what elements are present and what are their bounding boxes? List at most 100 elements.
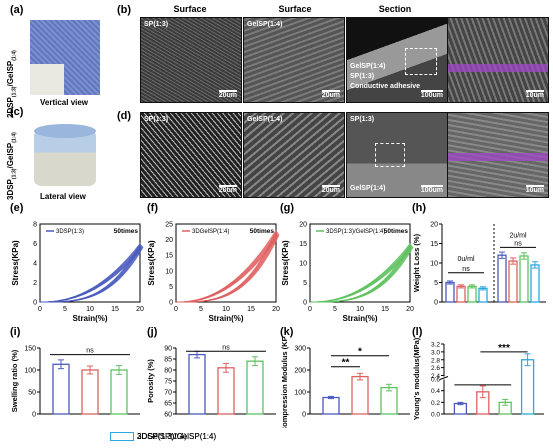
y-tick-label: 0.2 (431, 400, 440, 407)
y-axis-label: Stress(KPa) (147, 240, 156, 286)
bar (217, 367, 235, 415)
legend-label-red: 3DGelSP(1:4) (137, 432, 187, 441)
hysteresis-loop (178, 234, 280, 303)
y-tick-label: 15 (299, 241, 307, 248)
legend-label-green: 3DSP(1:3)/GelSP(1:4) (137, 432, 217, 441)
sem-b3-scale: 100um (420, 90, 444, 99)
panel-c-label: (c) (10, 106, 24, 118)
y-tick-label: 70 (164, 390, 172, 397)
bar (351, 375, 369, 415)
chart-j: Porosity (%) 60 65 70 75 80 85 90 ns (146, 344, 276, 419)
sem-d3: SP(1:3) GelSP(1:4) 100um (346, 112, 448, 198)
hysteresis-loop (311, 244, 412, 303)
x-tick-label: 10 (222, 306, 230, 313)
cycle-annotation: 50times (114, 228, 139, 235)
sem-b2: GelSP(1:4) 20um (243, 17, 345, 103)
x-tick-label: 10 (86, 306, 94, 313)
hysteresis-loop (312, 246, 413, 303)
series-label: 3DSP(1:3)/GelSP(1:4) (326, 229, 385, 235)
sig-label: ns (86, 348, 94, 355)
y-tick-label: 100 (294, 390, 306, 397)
bar (530, 264, 540, 303)
y-tick-label: 10 (299, 261, 307, 268)
x-tick-label: 10 (356, 306, 364, 313)
y-tick-label: 15 (165, 253, 173, 260)
hysteresis-loop (178, 233, 279, 303)
y-tick-label: 50 (28, 390, 36, 397)
sig-label: * (358, 347, 362, 358)
y-tick-label: 80 (164, 368, 172, 375)
bar (519, 255, 529, 303)
hysteresis-loop (41, 244, 142, 303)
y-tick-label: 0 (434, 300, 438, 307)
y-tick-label: 3.0 (431, 349, 440, 356)
hysteresis-loop (41, 245, 143, 303)
y-axis-label: Porosity (%) (146, 359, 155, 403)
bar (380, 386, 398, 415)
bar (520, 359, 535, 415)
hysteresis-loop (312, 246, 414, 303)
bar (445, 281, 455, 303)
y-tick-label: 10 (430, 261, 438, 268)
legend-item-cyan: 2DSP(1:3)/GelSP(1:4) (110, 432, 216, 441)
bar (52, 363, 70, 415)
hysteresis-loop (42, 246, 144, 303)
hysteresis-loop (311, 245, 413, 303)
y-tick-label: 0 (169, 300, 173, 307)
y-tick-label: 5 (303, 280, 307, 287)
y-tick-label: 4 (33, 261, 37, 268)
x-tick-label: 20 (136, 306, 144, 313)
panel-e-label: (e) (10, 202, 24, 214)
legend-label-cyan: 2DSP(1:3)/GelSP(1:4) (137, 432, 217, 441)
sig-label: ** (342, 358, 350, 369)
y-tick-label: 20 (165, 237, 173, 244)
x-tick-label: 15 (111, 306, 119, 313)
sem-b1: SP(1:3) 20um (140, 17, 242, 103)
group-label: 2u/ml (509, 233, 527, 240)
x-tick-label: 0 (174, 306, 178, 313)
hysteresis-loop (41, 244, 142, 303)
3d-scaffold-photo (30, 122, 102, 188)
bar (508, 260, 518, 303)
bar (110, 369, 128, 415)
bar (497, 254, 507, 303)
y-axis-label: Stress(KPa) (281, 240, 290, 286)
sem-b4-scale: 10um (525, 90, 545, 99)
bar (456, 285, 466, 303)
y-tick-label: 0 (303, 300, 307, 307)
y-tick-label: 25 (165, 222, 173, 229)
sem-d1-tag: SP(1:3) (144, 116, 169, 123)
bar (467, 285, 477, 303)
hysteresis-loop (310, 244, 412, 303)
plot-frame (309, 223, 411, 303)
panel-j-label: (j) (147, 326, 158, 338)
plot-frame (39, 223, 141, 303)
group-label: 0u/ml (457, 256, 475, 263)
y-tick-label: 2.6 (431, 365, 440, 372)
y-tick-label: 5 (169, 284, 173, 291)
sem-b3-tag1: GelSP(1:4) (350, 63, 386, 70)
sem-d4-scale: 10um (525, 185, 545, 194)
y-tick-label: 0.4 (431, 388, 440, 395)
y-tick-label: 10 (165, 268, 173, 275)
y-tick-label: 6 (33, 241, 37, 248)
x-axis-label: Strain(%) (208, 314, 243, 323)
y-tick-label: 65 (164, 401, 172, 408)
panel-k-label: (k) (280, 326, 294, 338)
panel-g-label: (g) (280, 202, 295, 214)
y-axis-label: Weight Loss (%) (412, 233, 421, 292)
y-tick-label: 150 (24, 346, 36, 353)
panel-i-label: (i) (10, 326, 21, 338)
sem-b3-tag3: Conductive adhesive (350, 83, 421, 90)
col-title-surface-2: Surface (278, 4, 312, 14)
series-label: 3DSP(1:3) (56, 229, 84, 235)
sem-b2-tag: GelSP(1:4) (247, 21, 283, 28)
sig-label: ns (222, 344, 230, 351)
y-tick-label: 200 (294, 368, 306, 375)
sig-label: ns (462, 266, 470, 273)
y-tick-label: 2 (33, 280, 37, 287)
sem-b3-tag2: SP(1:3) (350, 73, 375, 80)
col-title-surface-1: Surface (173, 4, 207, 14)
y-tick-label: 60 (164, 412, 172, 419)
